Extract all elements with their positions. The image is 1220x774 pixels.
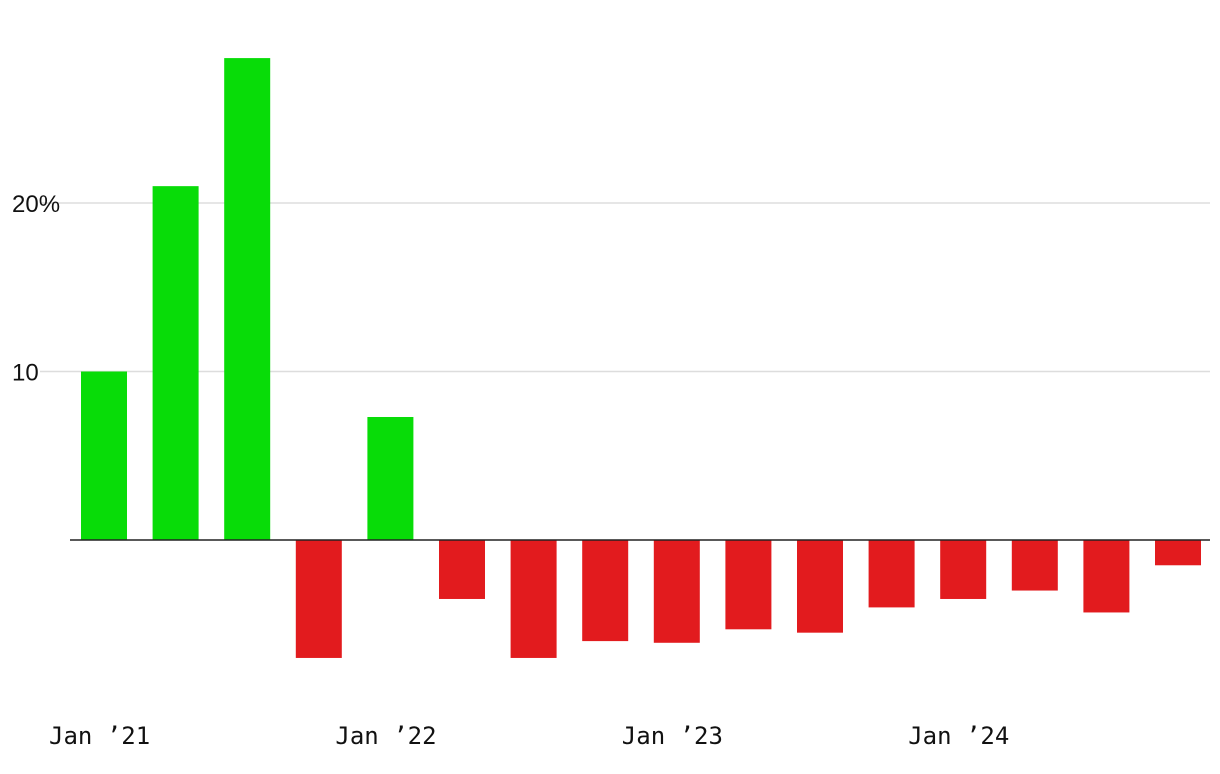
bar [295,540,342,658]
bar [1083,540,1130,613]
bar [653,540,700,643]
bar [940,540,987,599]
x-tick-label: Jan ’24 [908,722,1009,750]
bar [367,416,414,540]
bar [439,540,485,599]
bar [868,540,915,608]
bar [510,540,557,658]
y-tick-label: 20% [12,191,60,218]
x-axis-ticks: Jan ’21 Jan ’22 Jan ’23 Jan ’24 [49,722,1009,750]
y-tick-label: 10 [12,360,39,387]
bar [81,371,127,540]
x-tick-label: Jan ’22 [335,722,436,750]
gridlines [40,202,1210,373]
bar [152,186,199,540]
x-tick-label: Jan ’23 [622,722,723,750]
bar [582,540,629,642]
bar [1011,540,1058,591]
bar [224,58,271,541]
bars [81,58,1201,658]
bar [1155,540,1201,566]
bar [797,540,843,633]
bar [725,540,772,630]
y-axis-ticks: 10 20% [12,191,60,387]
x-tick-label: Jan ’21 [49,722,150,750]
